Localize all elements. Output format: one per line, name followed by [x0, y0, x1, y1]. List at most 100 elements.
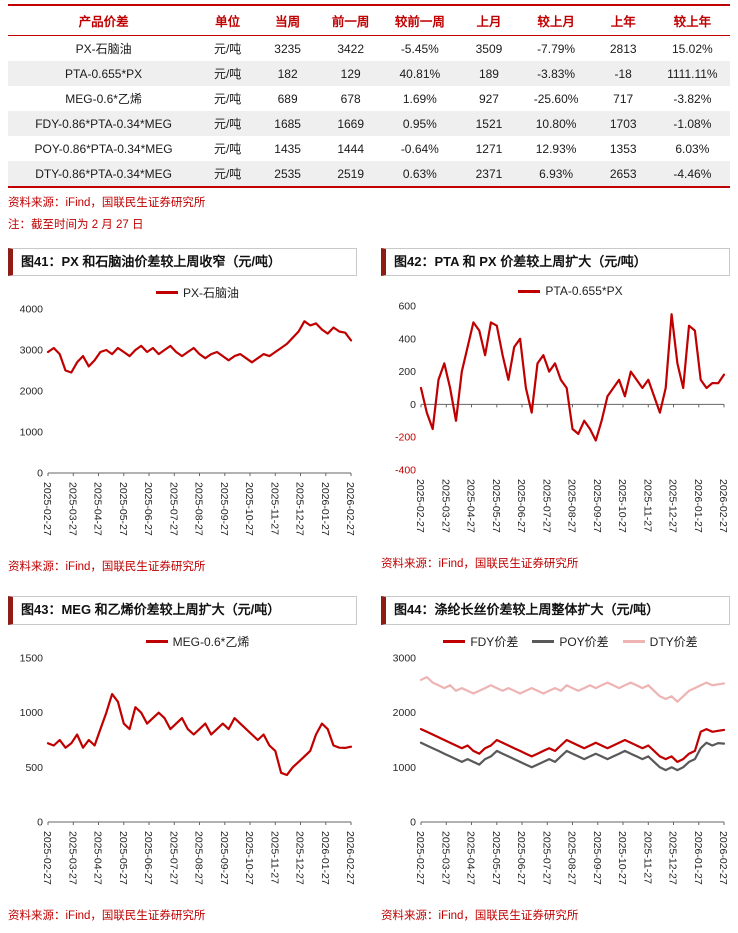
x-tick-label: 2025-11-27: [268, 831, 280, 884]
chart-source: 资料来源：iFind，国联民生证券研究所: [8, 561, 206, 574]
y-tick-label: 3000: [20, 345, 44, 357]
legend-label: PX-石脑油: [182, 286, 239, 301]
table-source: 资料来源：iFind，国联民生证券研究所: [8, 197, 206, 209]
y-tick-label: 0: [410, 399, 416, 411]
x-tick-label: 2025-12-27: [667, 831, 679, 885]
legend-item: PTA-0.655*PX: [518, 284, 623, 299]
y-tick-label: 3000: [393, 652, 417, 664]
series-line: [46, 692, 353, 776]
pct-cell: -25.60%: [533, 91, 579, 106]
x-tick-label: 2025-04-27: [92, 482, 104, 536]
x-tick-label: 2025-07-27: [540, 831, 552, 885]
x-tick-label: 2025-11-27: [268, 482, 280, 535]
pct-cell: 15.02%: [672, 41, 713, 56]
pct-cell: -0.64%: [400, 141, 439, 156]
series-line: [419, 741, 726, 771]
x-tick-label: 2025-06-27: [142, 482, 154, 536]
value-cell: 元/吨: [213, 117, 242, 131]
value-cell: DTY-0.86*PTA-0.34*MEG: [35, 166, 172, 181]
chart-block: 图44：涤纶长丝价差较上周整体扩大（元/吨） FDY价差 POY价差 DTY价差 0 10…: [381, 596, 730, 922]
chart-title: 图43：MEG 和乙烯价差较上周扩大（元/吨）: [8, 596, 357, 625]
value-cell: -18: [614, 66, 632, 81]
y-tick-label: 2000: [393, 707, 417, 719]
legend-item: FDY价差: [443, 633, 518, 650]
x-tick-label: 2026-01-27: [692, 831, 704, 885]
x-tick-label: 2025-06-27: [515, 831, 527, 885]
value-cell: 182: [277, 66, 298, 81]
series-line: [419, 727, 726, 763]
table-row: DTY-0.86*PTA-0.34*MEG 元/吨 2535 2519 0.63% 237…: [8, 161, 730, 187]
chart-canvas: 0 500 1000 1500 2025-02-27 2025-03-27 2025-04-…: [8, 652, 357, 905]
x-tick-label: 2026-01-27: [319, 482, 331, 536]
table-row: MEG-0.6*乙烯 元/吨 689 678 1.69% 927 -25.60% 717 -3.…: [8, 86, 730, 111]
chart-legend: FDY价差 POY价差 DTY价差: [411, 633, 730, 650]
y-tick-label: 0: [410, 816, 416, 828]
y-tick-label: 1000: [20, 427, 44, 439]
legend-item: DTY价差: [622, 633, 698, 650]
value-cell: 2813: [609, 41, 637, 56]
x-tick-label: 2025-06-27: [142, 831, 154, 885]
pct-cell: -4.46%: [673, 166, 712, 181]
pct-cell: -1.08%: [673, 116, 712, 131]
chart-plot: 0 500 1000 1500 2025-02-27 2025-03-27 2025-04-…: [20, 652, 356, 885]
y-tick-label: 1000: [20, 707, 44, 719]
legend-label: POY价差: [559, 634, 609, 649]
x-tick-label: 2025-08-27: [566, 479, 578, 533]
value-cell: PTA-0.655*PX: [65, 66, 143, 81]
pct-cell: 6.03%: [675, 141, 710, 156]
value-cell: FDY-0.86*PTA-0.34*MEG: [35, 116, 172, 131]
x-tick-label: 2025-03-27: [439, 831, 451, 885]
chart-plot: 0 1000 2000 3000 2025-02-27 2025-03-27 2025-04…: [393, 652, 729, 885]
chart-legend: MEG-0.6*乙烯: [38, 633, 357, 650]
column-header: 当周: [256, 5, 320, 36]
legend-line-icon: [518, 289, 541, 293]
value-cell: 1685: [274, 116, 301, 131]
column-header: 产品价差: [8, 5, 200, 36]
legend-label: PTA-0.655*PX: [545, 284, 623, 299]
x-tick-label: 2025-05-27: [490, 831, 502, 885]
value-cell: MEG-0.6*乙烯: [65, 92, 142, 106]
value-cell: 1353: [609, 141, 637, 156]
chart-title: 图44：涤纶长丝价差较上周整体扩大（元/吨）: [381, 596, 730, 625]
value-cell: 3509: [475, 41, 503, 56]
table-row: FDY-0.86*PTA-0.34*MEG 元/吨 1685 1669 0.95% 152…: [8, 111, 730, 136]
value-cell: 3235: [274, 41, 301, 56]
table-row: PX-石脑油 元/吨 3235 3422 -5.45% 3509 -7.79% 2813 15.…: [8, 36, 730, 62]
x-tick-label: 2026-02-27: [344, 482, 356, 536]
price-spread-table: 产品价差 单位 当周 前一周 较前一周 上月 较上月 上年 较上年 PX-石脑油 元/吨 3235 3…: [8, 4, 730, 188]
chart-legend: PTA-0.655*PX: [411, 284, 730, 298]
column-header: 上年: [591, 5, 655, 36]
table-row: POY-0.86*PTA-0.34*MEG 元/吨 1435 1444 -0.64% 12…: [8, 136, 730, 161]
x-tick-label: 2025-02-27: [41, 831, 53, 885]
y-tick-label: 2000: [20, 386, 44, 398]
column-header: 较前一周: [382, 5, 458, 36]
series-line: [46, 320, 353, 374]
x-tick-label: 2025-04-27: [465, 479, 477, 533]
x-tick-label: 2025-08-27: [566, 831, 578, 885]
chart-plot: -400 -200 0 200 400 600 2025-02-27 2025-03-27 20…: [395, 301, 729, 533]
chart-canvas: 0 1000 2000 3000 2025-02-27 2025-03-27 2025-04…: [381, 652, 730, 905]
x-tick-label: 2025-05-27: [117, 482, 129, 536]
pct-cell: -3.82%: [673, 91, 712, 106]
table-row: PTA-0.655*PX 元/吨 182 129 40.81% 189 -3.83% -18 1…: [8, 61, 730, 86]
chart-canvas: -400 -200 0 200 400 600 2025-02-27 2025-03-27 20…: [381, 300, 730, 553]
value-cell: 元/吨: [213, 42, 242, 56]
value-cell: 2535: [274, 166, 301, 181]
value-cell: 1444: [337, 141, 365, 156]
column-header: 较上年: [654, 5, 730, 36]
x-tick-label: 2025-09-27: [218, 482, 230, 536]
chart-source: 资料来源：iFind，国联民生证券研究所: [8, 909, 206, 922]
chart-block: 图42：PTA 和 PX 价差较上周扩大（元/吨） PTA-0.655*PX -40…: [381, 248, 730, 574]
y-tick-label: 0: [37, 816, 43, 828]
legend-line-icon: [622, 639, 645, 643]
chart-legend: PX-石脑油: [38, 284, 357, 301]
x-tick-label: 2025-12-27: [294, 482, 306, 536]
column-header: 单位: [199, 5, 257, 36]
chart-block: 图41：PX 和石脑油价差较上周收窄（元/吨） PX-石脑油 0 1000 2000 30…: [8, 248, 357, 574]
value-cell: 3422: [337, 41, 365, 56]
legend-line-icon: [145, 639, 168, 643]
column-header: 前一周: [319, 5, 383, 36]
pct-cell: 10.80%: [535, 116, 577, 131]
x-tick-label: 2025-02-27: [414, 831, 426, 885]
